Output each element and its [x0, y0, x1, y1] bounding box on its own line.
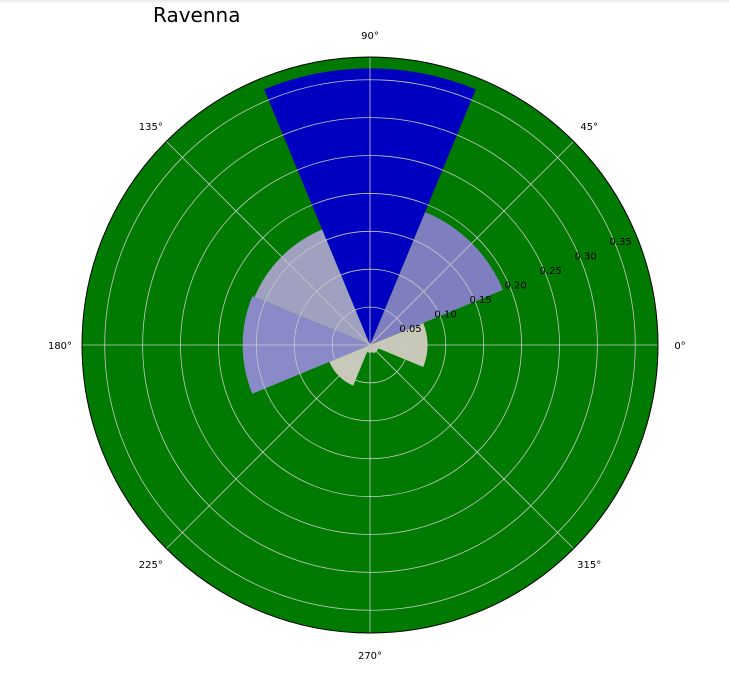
r-tick-label: 0.10 — [434, 310, 456, 321]
angle-tick-label: 45° — [580, 122, 598, 133]
angle-tick-label: 180° — [48, 341, 72, 352]
polar-outline — [81, 56, 659, 634]
angle-tick-label: 315° — [577, 560, 601, 571]
angle-tick-label: 270° — [358, 651, 382, 662]
chart-title: Ravenna — [153, 3, 240, 27]
r-tick-label: 0.20 — [504, 281, 526, 292]
angle-labels-group: 0° 45° 90° 135° 180° 225° 270° 315° — [48, 31, 686, 662]
grid-spoke — [369, 344, 574, 549]
angle-tick-label: 135° — [139, 122, 163, 133]
r-tick-label: 0.05 — [399, 324, 421, 335]
top-edge — [0, 0, 729, 4]
angle-tick-label: 225° — [139, 560, 163, 571]
radial-labels-group: 0.05 0.10 0.15 0.20 0.25 0.30 0.35 — [399, 237, 631, 335]
r-tick-label: 0.25 — [539, 266, 561, 277]
grid-spoke — [166, 344, 371, 549]
grid-spoke — [166, 141, 371, 346]
grid-group — [82, 57, 658, 633]
r-tick-label: 0.35 — [609, 237, 631, 248]
r-tick-label: 0.15 — [469, 295, 491, 306]
angle-tick-label: 90° — [361, 31, 379, 42]
grid-spoke — [369, 141, 574, 346]
angle-tick-label: 0° — [674, 341, 685, 352]
r-tick-label: 0.30 — [574, 252, 596, 263]
